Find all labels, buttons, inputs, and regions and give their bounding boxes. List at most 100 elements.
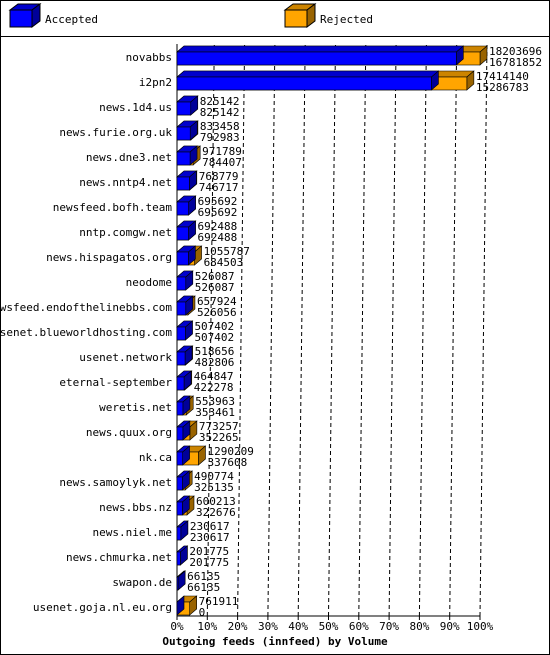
y-tick-label: news.quux.org <box>86 426 172 439</box>
chart-title: Outgoing feeds (innfeed) by Volume <box>162 635 388 648</box>
bar <box>176 495 191 516</box>
bar <box>176 470 191 491</box>
data-label: 825142 <box>200 106 240 119</box>
bar <box>176 445 191 466</box>
bar <box>176 345 193 366</box>
x-tick-label: 90% <box>440 620 460 633</box>
y-tick-label: news.dne3.net <box>86 151 172 164</box>
bar-face <box>176 226 189 241</box>
data-label: 695692 <box>198 195 238 208</box>
bar-face <box>176 476 183 491</box>
y-tick-label: news.chmurka.net <box>66 551 172 564</box>
bar <box>176 420 191 441</box>
bar-face <box>176 126 191 141</box>
data-label: 692488 <box>198 220 238 233</box>
data-label: 526087 <box>195 270 235 283</box>
y-tick-label: neodome <box>126 276 172 289</box>
bar <box>176 295 194 316</box>
bar-face <box>176 576 179 591</box>
bar-face <box>176 501 183 516</box>
bar-face <box>176 201 189 216</box>
bar-face <box>176 251 189 266</box>
data-label: 201775 <box>189 545 229 558</box>
data-label: 322676 <box>196 506 236 519</box>
grid-line <box>267 43 276 617</box>
y-tick-label: i2pn2 <box>139 76 172 89</box>
bar <box>176 595 185 616</box>
bar <box>176 120 199 141</box>
y-tick-label: nntp.comgw.net <box>79 226 172 239</box>
data-label: 684503 <box>204 256 244 269</box>
x-tick-label: 80% <box>409 620 429 633</box>
data-label: 692488 <box>198 231 238 244</box>
data-label: 695692 <box>198 206 238 219</box>
bar <box>176 320 194 341</box>
bar <box>176 520 189 541</box>
data-label: 201775 <box>189 556 229 569</box>
grid-line <box>237 43 246 617</box>
bar-face <box>176 70 440 78</box>
y-tick-label: weretis.net <box>99 401 172 414</box>
y-tick-label: news.furie.org.uk <box>59 126 172 139</box>
bar-face <box>176 426 184 441</box>
data-label: 15286783 <box>476 81 529 94</box>
bar-face <box>176 526 182 541</box>
data-label: 490774 <box>194 470 234 483</box>
bar-face <box>176 176 190 191</box>
bar-face <box>176 351 186 366</box>
data-label: 526056 <box>197 306 237 319</box>
bar-face <box>176 51 457 66</box>
legend-swatch <box>9 9 33 28</box>
grid-line <box>479 43 488 617</box>
data-label: 16781852 <box>489 56 542 69</box>
data-label: 553963 <box>195 395 235 408</box>
data-label: 1055787 <box>204 245 250 258</box>
data-label: 353461 <box>195 406 235 419</box>
data-label: 337608 <box>207 456 247 469</box>
y-tick-label: usenet.blueworldhosting.com <box>0 326 172 339</box>
y-tick-label: swapon.de <box>112 576 172 589</box>
x-tick-label: 20% <box>228 620 248 633</box>
data-label: 18203696 <box>489 45 542 58</box>
y-tick-label: news.hispagatos.org <box>46 251 172 264</box>
bar <box>176 170 198 191</box>
bar-face <box>176 326 186 341</box>
y-tick-label: novabbs <box>126 51 172 64</box>
bar <box>176 145 198 166</box>
data-label: 507402 <box>194 331 234 344</box>
bar-face <box>176 401 184 416</box>
grid-line <box>418 43 427 617</box>
data-label: 768779 <box>199 170 239 183</box>
grid-line <box>206 43 215 617</box>
bar-face <box>176 595 185 616</box>
bar-face <box>176 76 432 91</box>
data-label: 230617 <box>190 520 230 533</box>
y-tick-label: newsfeed.endofthelinebbs.com <box>0 301 172 314</box>
x-tick-label: 70% <box>379 620 399 633</box>
data-label: 464847 <box>194 370 234 383</box>
data-label: 325135 <box>194 481 234 494</box>
bar-face <box>176 151 191 166</box>
bar-face <box>176 551 181 566</box>
bar <box>176 220 197 241</box>
data-label: 526087 <box>195 281 235 294</box>
bar-face <box>176 276 187 291</box>
y-tick-label: usenet.goja.nl.eu.org <box>33 601 172 614</box>
y-tick-label: news.1d4.us <box>99 101 172 114</box>
data-label: 600213 <box>196 495 236 508</box>
data-label: 833458 <box>200 120 240 133</box>
bar <box>176 70 440 91</box>
data-label: 352265 <box>199 431 239 444</box>
y-tick-label: nk.ca <box>139 451 172 464</box>
data-label: 66135 <box>187 581 220 594</box>
y-tick-label: news.bbs.nz <box>99 501 172 514</box>
y-tick-label: news.samoylyk.net <box>59 476 172 489</box>
data-label: 17414140 <box>476 70 529 83</box>
y-tick-label: usenet.network <box>79 351 172 364</box>
data-label: 784407 <box>202 156 242 169</box>
y-tick-label: newsfeed.bofh.team <box>53 201 173 214</box>
data-label: 422278 <box>194 381 234 394</box>
x-tick-label: 30% <box>258 620 278 633</box>
x-tick-label: 60% <box>349 620 369 633</box>
